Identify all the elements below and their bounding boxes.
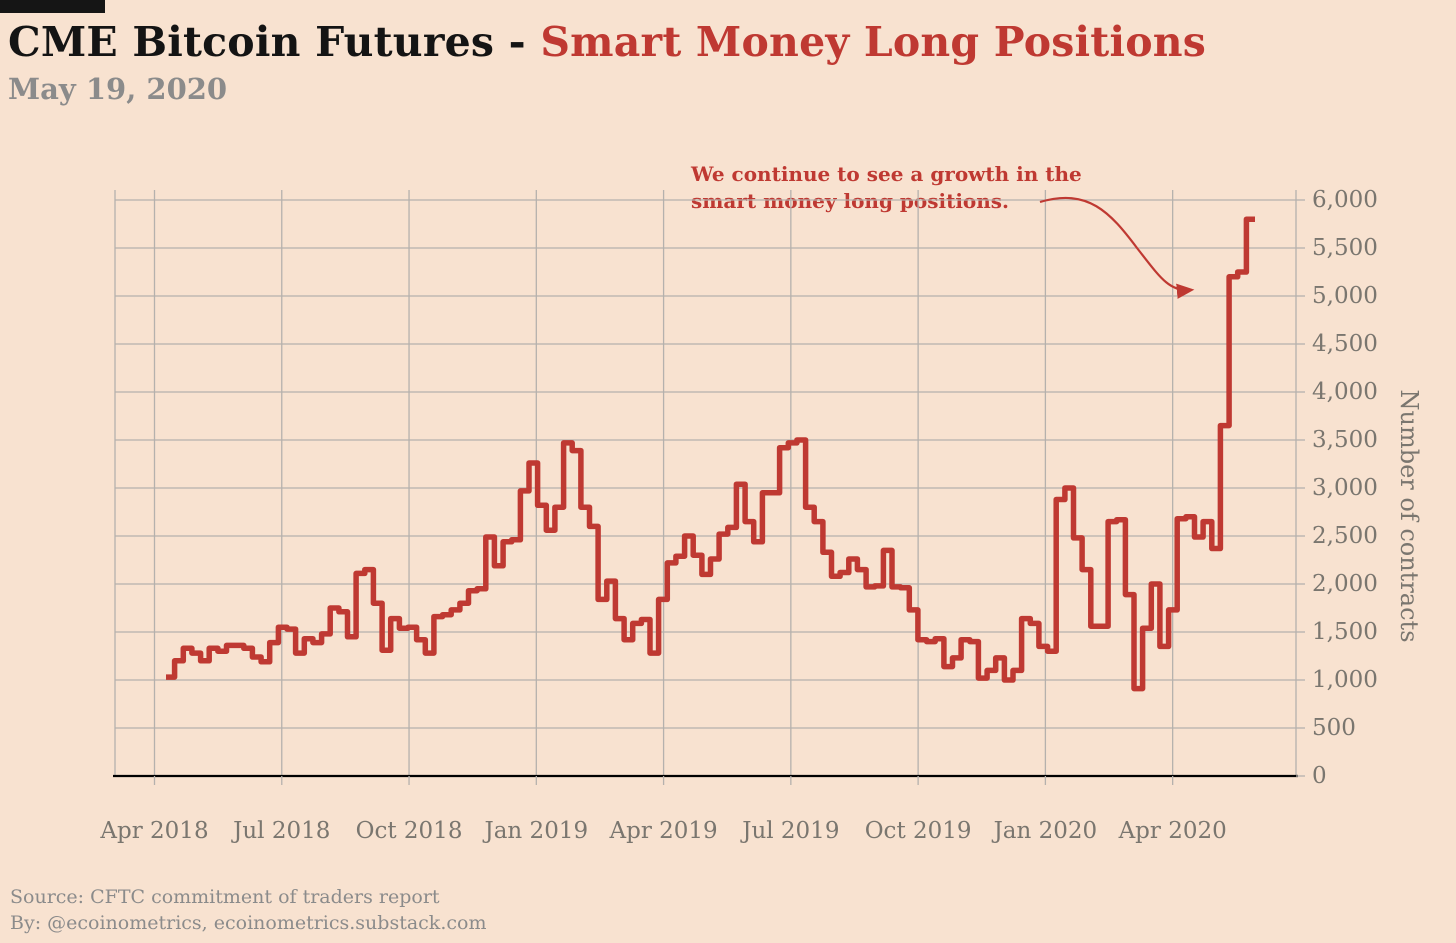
x-tick-label-jul-2019: Jul 2019 [740,818,839,844]
footer: Source: CFTC commitment of traders repor… [10,884,486,936]
y-tick-label-2500: 2,500 [1312,523,1378,549]
title-accent: Smart Money Long Positions [540,18,1207,66]
y-tick-label-1500: 1,500 [1312,619,1378,645]
x-tick-label-jan-2019: Jan 2019 [483,818,589,844]
annotation-line-2: smart money long positions. [691,189,1010,213]
y-tick-label-1000: 1,000 [1312,667,1378,693]
x-tick-label-jul-2018: Jul 2018 [231,818,330,844]
x-tick-label-apr-2020: Apr 2020 [1118,818,1227,844]
top-black-bar [0,0,105,13]
byline: By: @ecoinometrics, ecoinometrics.substa… [10,912,487,934]
x-tick-label-oct-2018: Oct 2018 [356,818,463,844]
y-tick-label-2000: 2,000 [1312,571,1378,597]
title-main: CME Bitcoin Futures - [8,18,541,66]
y-tick-label-3000: 3,000 [1312,475,1378,501]
y-tick-label-5500: 5,500 [1312,235,1378,261]
y-tick-label-3500: 3,500 [1312,427,1378,453]
source-line: Source: CFTC commitment of traders repor… [10,886,440,908]
y-axis-title: Number of contracts [1395,389,1423,642]
y-tick-label-500: 500 [1312,715,1356,741]
x-tick-label-apr-2019: Apr 2019 [608,818,717,844]
x-tick-label-apr-2018: Apr 2018 [99,818,208,844]
page-title: CME Bitcoin Futures - Smart Money Long P… [8,18,1206,66]
y-tick-label-4000: 4,000 [1312,379,1378,405]
x-tick-label-oct-2019: Oct 2019 [865,818,972,844]
page-subtitle: May 19, 2020 [8,72,228,106]
x-tick-label-jan-2020: Jan 2020 [992,818,1098,844]
y-tick-label-6000: 6,000 [1312,187,1378,213]
step-line [166,216,1255,692]
annotation-arrow [1039,196,1195,299]
y-tick-label-5000: 5,000 [1312,283,1378,309]
y-tick-label-4500: 4,500 [1312,331,1378,357]
y-tick-label-0: 0 [1312,763,1327,789]
annotation-line-1: We continue to see a growth in the [691,162,1082,186]
annotation: We continue to see a growth in the smart… [691,161,1082,215]
